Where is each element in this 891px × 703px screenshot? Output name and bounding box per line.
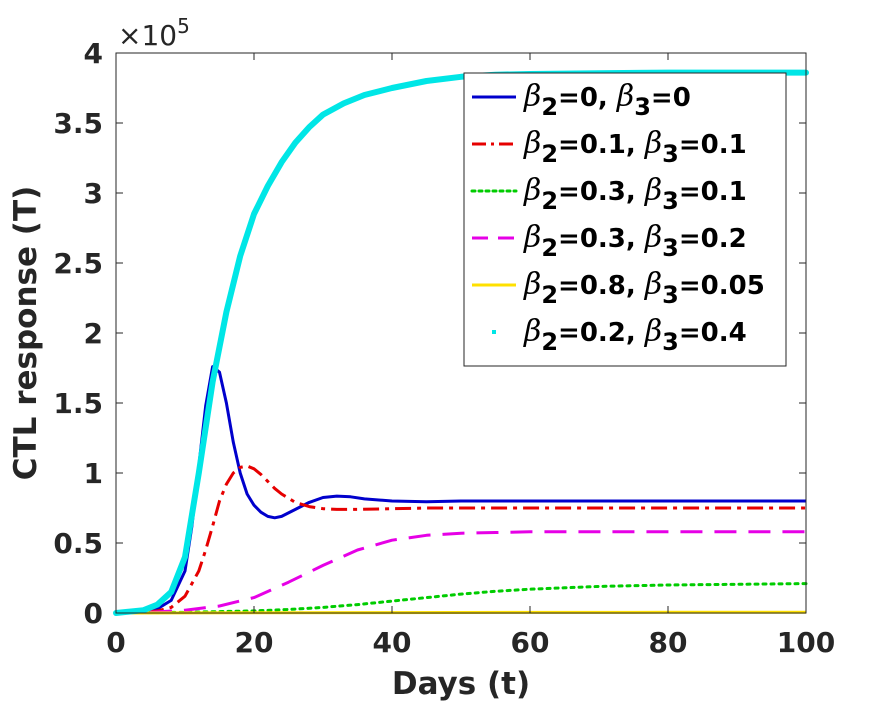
x-tick-label-2: 40 xyxy=(373,626,412,659)
legend-label-part-4-1: 2 xyxy=(541,281,558,309)
legend-label-part-3-4: 3 xyxy=(662,234,679,262)
legend-label-part-1-0: β xyxy=(523,126,541,161)
x-axis-label: Days (t) xyxy=(392,666,530,702)
legend-label-part-0-3: β xyxy=(616,79,634,114)
legend-swatch-5 xyxy=(492,330,496,334)
legend-label-2: β2=0.3, β3=0.1 xyxy=(523,173,747,215)
legend-label-part-5-0: β xyxy=(523,314,541,349)
legend-label-part-5-5: =0.4 xyxy=(679,318,747,348)
y-scale-base: ×10 xyxy=(118,19,177,52)
y-tick-label-3: 1.5 xyxy=(53,387,103,420)
legend-item-3: β2=0.3, β3=0.2 xyxy=(472,220,747,262)
y-axis-label: CTL response (T) xyxy=(8,186,44,481)
series-line-2 xyxy=(114,582,808,615)
x-tick-label-5: 100 xyxy=(777,626,835,659)
legend-label-1: β2=0.1, β3=0.1 xyxy=(523,126,747,168)
legend-label-part-2-2: =0.3, xyxy=(558,177,645,207)
legend-label-part-2-3: β xyxy=(644,173,662,208)
legend-label-part-3-3: β xyxy=(644,220,662,255)
legend-box xyxy=(463,72,787,367)
legend-label-part-3-0: β xyxy=(523,220,541,255)
legend-label-part-4-3: β xyxy=(644,267,662,302)
x-tick-label-1: 20 xyxy=(235,626,274,659)
legend-label-part-4-2: =0.8, xyxy=(558,271,645,301)
legend-label-part-2-5: =0.1 xyxy=(679,177,747,207)
legend-label-part-0-1: 2 xyxy=(541,93,558,121)
legend-label-3: β2=0.3, β3=0.2 xyxy=(523,220,747,262)
legend-label-part-1-5: =0.1 xyxy=(679,130,747,160)
legend-label-part-0-0: β xyxy=(523,79,541,114)
legend-label-part-2-1: 2 xyxy=(541,187,558,215)
legend-label-4: β2=0.8, β3=0.05 xyxy=(523,267,765,309)
x-tick-label-3: 60 xyxy=(511,626,550,659)
x-tick-label-4: 80 xyxy=(649,626,688,659)
legend-label-part-1-3: β xyxy=(644,126,662,161)
legend-label-part-5-3: β xyxy=(644,314,662,349)
legend-label-0: β2=0, β3=0 xyxy=(523,79,691,121)
x-tick-labels: 0 20 40 60 80 100 xyxy=(106,626,835,659)
y-tick-label-4: 2 xyxy=(84,317,103,350)
y-tick-label-5: 2.5 xyxy=(53,247,103,280)
legend-label-5: β2=0.2, β3=0.4 xyxy=(523,314,747,356)
series-line-3 xyxy=(115,530,806,615)
legend-label-part-5-2: =0.2, xyxy=(558,318,645,348)
legend-label-part-0-5: =0 xyxy=(651,83,691,113)
y-tick-label-7: 3.5 xyxy=(53,107,103,140)
legend-label-part-3-5: =0.2 xyxy=(679,224,747,254)
legend-label-part-4-0: β xyxy=(523,267,541,302)
y-tick-labels: 0 0.5 1 1.5 2 2.5 3 3.5 4 xyxy=(53,37,103,630)
legend-item-4: β2=0.8, β3=0.05 xyxy=(472,267,765,309)
legend-label-part-5-1: 2 xyxy=(541,328,558,356)
legend-label-part-0-4: 3 xyxy=(634,93,651,121)
x-tick-label-0: 0 xyxy=(106,626,125,659)
legend-label-part-2-0: β xyxy=(523,173,541,208)
legend-label-part-2-4: 3 xyxy=(662,187,679,215)
legend-item-1: β2=0.1, β3=0.1 xyxy=(472,126,747,168)
y-scale-exponent: 5 xyxy=(177,14,190,38)
legend-item-5: β2=0.2, β3=0.4 xyxy=(492,314,747,356)
series-line-1 xyxy=(115,464,806,615)
legend-label-part-3-1: 2 xyxy=(541,234,558,262)
y-tick-label-6: 3 xyxy=(84,177,103,210)
legend-label-part-5-4: 3 xyxy=(662,328,679,356)
y-tick-label-2: 1 xyxy=(84,457,103,490)
legend-label-part-1-1: 2 xyxy=(541,140,558,168)
legend-label-part-3-2: =0.3, xyxy=(558,224,645,254)
legend-item-2: β2=0.3, β3=0.1 xyxy=(470,173,747,215)
y-tick-label-8: 4 xyxy=(84,37,103,70)
legend-item-0: β2=0, β3=0 xyxy=(472,79,691,121)
legend-label-part-0-2: =0, xyxy=(558,83,617,113)
legend-label-part-4-4: 3 xyxy=(662,281,679,309)
tick-marks xyxy=(115,52,807,614)
y-tick-label-1: 0.5 xyxy=(53,527,103,560)
legend-label-part-1-4: 3 xyxy=(662,140,679,168)
legend-label-part-1-2: =0.1, xyxy=(558,130,645,160)
y-tick-label-0: 0 xyxy=(84,597,103,630)
legend-label-part-4-5: =0.05 xyxy=(679,271,765,301)
y-scale-label: ×105 xyxy=(118,14,190,52)
legend: β2=0, β3=0β2=0.1, β3=0.1β2=0.3, β3=0.1β2… xyxy=(463,72,787,367)
